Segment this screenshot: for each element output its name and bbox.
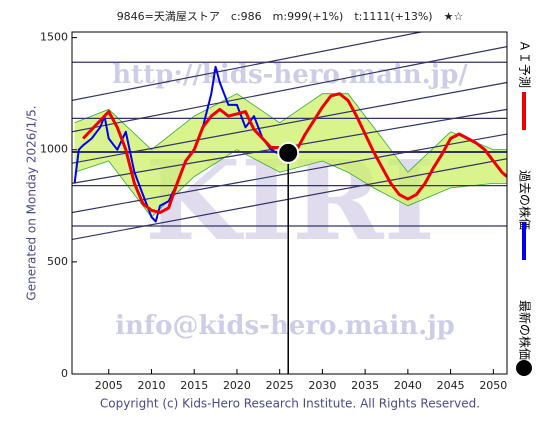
x-tick-label: 2005 (95, 379, 123, 392)
latest-point (277, 141, 300, 164)
plot-frame (71, 31, 508, 375)
trend-line (72, 81, 507, 164)
x-tick-label: 2020 (223, 379, 251, 392)
x-tick-label: 2050 (479, 379, 507, 392)
legend-label: 過去の株価 (518, 170, 533, 230)
trend-line (72, 45, 507, 133)
legend-swatch (516, 360, 532, 376)
x-tick-label: 2030 (308, 379, 336, 392)
trend-line (72, 158, 507, 241)
trend-line (72, 32, 425, 101)
watermark: info@kids-hero.main.jp (115, 311, 455, 341)
ai-forecast-line (82, 92, 507, 214)
footer: Copyright (c) Kids-Hero Research Institu… (100, 397, 480, 411)
legend-label: 最新の株価 (518, 300, 533, 360)
y-tick-label: 0 (61, 367, 68, 380)
x-tick-label: 2025 (266, 379, 294, 392)
x-tick-label: 2040 (394, 379, 422, 392)
legend-label: ＡＩ予測 (518, 40, 532, 88)
plot-area: http://kids-hero.main.jp/KIRIinfo@kids-h… (72, 32, 507, 341)
generated-label: Generated on Monday 2026/1/5. (25, 105, 39, 300)
chart-title: 9846=天満屋ストア c:986 m:999(+1%) t:1111(+13%… (117, 10, 464, 23)
y-tick-label: 500 (47, 255, 68, 268)
x-tick-label: 2010 (137, 379, 165, 392)
x-tick-label: 2045 (437, 379, 465, 392)
x-tick-label: 2015 (180, 379, 208, 392)
band-upper (74, 93, 507, 173)
y-tick-label: 1500 (40, 31, 68, 44)
watermark: http://kids-hero.main.jp/ (112, 60, 468, 90)
x-tick-label: 2035 (351, 379, 379, 392)
y-tick-label: 1000 (40, 143, 68, 156)
